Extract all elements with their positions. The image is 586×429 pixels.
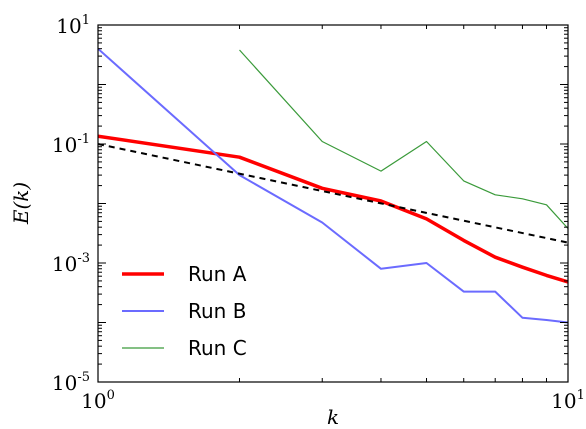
series-run-a: [98, 134, 568, 284]
legend: Run A Run B Run C: [122, 262, 247, 360]
y-tick-label: 101: [56, 13, 90, 38]
x-tick-label: 101: [551, 388, 585, 413]
series-layer: [98, 47, 568, 324]
legend-label: Run B: [188, 299, 246, 323]
y-axis-label: E(k): [9, 182, 33, 225]
x-tick-label: 100: [81, 388, 115, 413]
y-tick-label: 10-5: [52, 370, 90, 395]
plot-frame: [97, 24, 569, 383]
y-tick-label: 10-3: [52, 251, 90, 276]
series-run-b: [98, 47, 568, 324]
reference-slope-line: [98, 143, 568, 244]
tick-layer: 100 101 10-5 10-3 10-1 101: [52, 13, 585, 413]
y-tick-label: 10-1: [52, 132, 90, 157]
legend-label: Run A: [188, 262, 247, 286]
x-axis-label: k: [327, 405, 339, 429]
legend-label: Run C: [188, 336, 247, 360]
series-run-c: [239, 49, 568, 229]
